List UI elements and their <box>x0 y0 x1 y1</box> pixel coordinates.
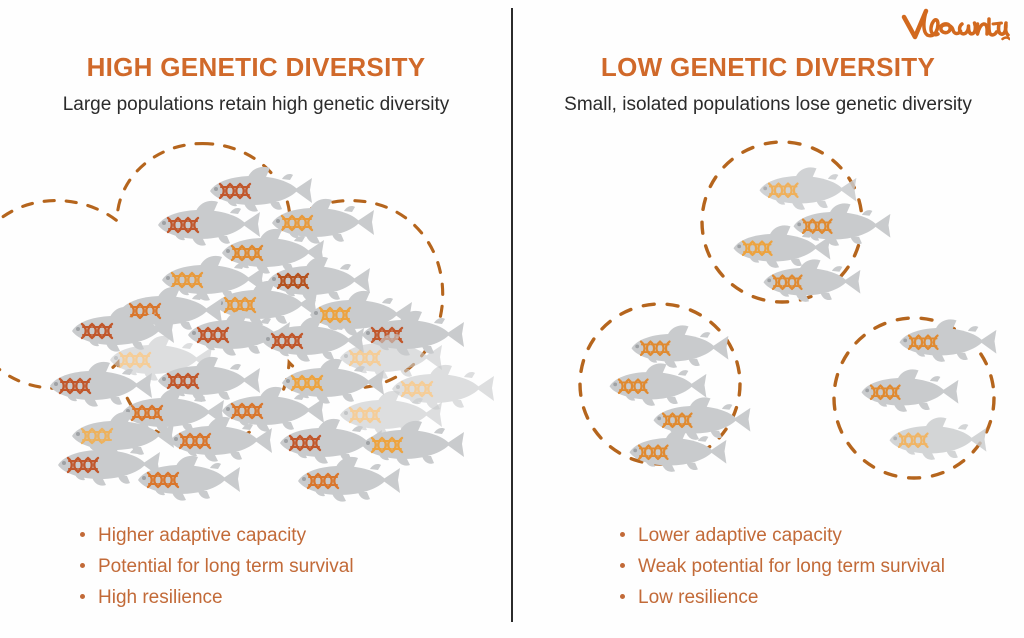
right-panel-bullets: Lower adaptive capacity Weak potential f… <box>620 520 945 613</box>
small-populations-illustration <box>512 128 1024 508</box>
vedantu-logo <box>900 6 1011 46</box>
bullet-dot-icon <box>620 563 625 568</box>
bullet-dot-icon <box>80 563 85 568</box>
list-item: Potential for long term survival <box>80 551 354 582</box>
list-item: Lower adaptive capacity <box>620 520 945 551</box>
bullet-label: Low resilience <box>638 587 759 608</box>
bullet-dot-icon <box>620 594 625 599</box>
left-panel-subtitle: Large populations retain high genetic di… <box>62 94 450 115</box>
list-item: Low resilience <box>620 582 945 613</box>
bullet-dot-icon <box>80 532 85 537</box>
list-item: Higher adaptive capacity <box>80 520 354 551</box>
vertical-divider <box>511 8 513 622</box>
panel-low-genetic-diversity: LOW GENETIC DIVERSITY Small, isolated po… <box>512 0 1024 638</box>
left-panel-title: HIGH GENETIC DIVERSITY <box>86 52 426 82</box>
fish-group-top <box>733 167 891 302</box>
bullet-label: Higher adaptive capacity <box>98 525 307 546</box>
fish-school-large <box>50 166 494 502</box>
large-population-illustration <box>0 128 512 508</box>
right-panel-title: LOW GENETIC DIVERSITY <box>600 52 936 82</box>
right-panel-subtitle: Small, isolated populations lose genetic… <box>564 94 972 115</box>
bullet-label: Lower adaptive capacity <box>638 525 842 546</box>
bullet-label: Potential for long term survival <box>98 556 354 577</box>
bullet-label: Weak potential for long term survival <box>638 556 945 577</box>
bullet-dot-icon <box>620 532 625 537</box>
fish-group-bottom-right <box>861 319 997 460</box>
dashed-circle-bottom-right <box>832 316 996 480</box>
left-panel-bullets: Higher adaptive capacity Potential for l… <box>80 520 354 613</box>
bullet-label: High resilience <box>98 587 223 608</box>
list-item: High resilience <box>80 582 354 613</box>
bullet-dot-icon <box>80 594 85 599</box>
panel-high-genetic-diversity: HIGH GENETIC DIVERSITY Large populations… <box>0 52 512 613</box>
list-item: Weak potential for long term survival <box>620 551 945 582</box>
